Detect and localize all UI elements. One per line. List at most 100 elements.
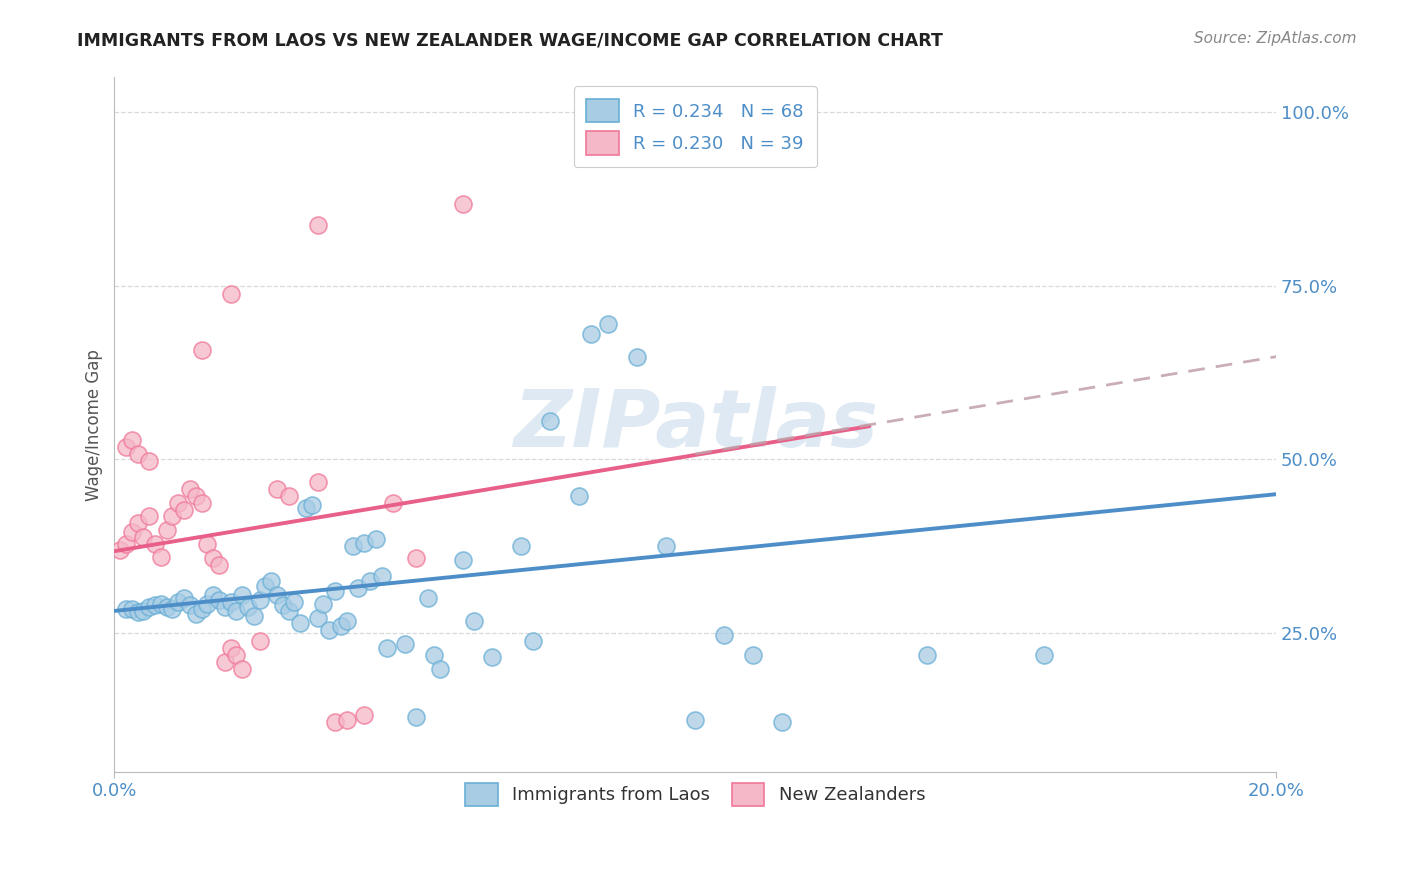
Point (162, 602, 184, 616)
Point (626, 350, 648, 364)
Point (423, 648, 446, 663)
Point (132, 530, 155, 544)
Point (283, 595, 305, 609)
Point (266, 588, 288, 602)
Point (184, 489, 207, 503)
Point (301, 498, 323, 512)
Point (179, 599, 201, 613)
Point (307, 218, 329, 232)
Point (307, 611, 329, 625)
Text: IMMIGRANTS FROM LAOS VS NEW ZEALANDER WAGE/INCOME GAP CORRELATION CHART: IMMIGRANTS FROM LAOS VS NEW ZEALANDER WA… (77, 31, 943, 49)
Point (342, 539, 364, 553)
Y-axis label: Wage/Income Gap: Wage/Income Gap (86, 349, 103, 500)
Point (451, 553, 474, 567)
Point (214, 599, 236, 614)
Point (132, 604, 155, 618)
Point (295, 501, 318, 516)
Point (416, 591, 439, 606)
Point (917, 648, 939, 663)
Point (236, 599, 259, 614)
Point (208, 592, 231, 607)
Point (463, 614, 485, 628)
Point (359, 574, 381, 588)
Point (149, 549, 172, 564)
Point (127, 605, 149, 619)
Point (329, 619, 352, 633)
Text: Source: ZipAtlas.com: Source: ZipAtlas.com (1194, 31, 1357, 46)
Point (318, 623, 340, 637)
Point (382, 495, 405, 509)
Point (260, 574, 283, 588)
Point (219, 595, 242, 609)
Point (277, 489, 299, 503)
Point (579, 327, 602, 342)
Point (225, 648, 247, 663)
Text: ZIPatlas: ZIPatlas (513, 385, 877, 464)
Point (538, 414, 561, 428)
Point (249, 634, 271, 648)
Point (353, 708, 375, 723)
Point (266, 482, 288, 496)
Point (138, 509, 160, 524)
Point (742, 648, 765, 663)
Point (364, 533, 387, 547)
Point (121, 525, 143, 540)
Point (522, 634, 544, 648)
Point (770, 714, 793, 729)
Point (202, 588, 225, 602)
Point (249, 592, 271, 607)
Point (254, 579, 277, 593)
Point (127, 516, 149, 531)
Point (405, 551, 427, 566)
Point (312, 597, 335, 611)
Point (162, 509, 184, 524)
Legend: Immigrants from Laos, New Zealanders: Immigrants from Laos, New Zealanders (456, 774, 935, 815)
Point (208, 558, 231, 572)
Point (231, 588, 253, 602)
Point (156, 524, 179, 538)
Point (481, 650, 503, 665)
Point (219, 641, 242, 656)
Point (347, 581, 370, 595)
Point (143, 537, 166, 551)
Point (429, 662, 451, 676)
Point (336, 614, 359, 628)
Point (121, 433, 143, 447)
Point (568, 489, 591, 503)
Point (370, 569, 392, 583)
Point (290, 615, 312, 630)
Point (184, 607, 207, 621)
Point (405, 709, 427, 723)
Point (190, 343, 212, 357)
Point (323, 584, 346, 599)
Point (451, 197, 474, 211)
Point (225, 604, 247, 618)
Point (202, 551, 225, 566)
Point (156, 599, 179, 614)
Point (179, 482, 201, 496)
Point (214, 656, 236, 670)
Point (231, 662, 253, 676)
Point (115, 602, 138, 616)
Point (510, 539, 533, 553)
Point (394, 636, 416, 650)
Point (138, 454, 160, 468)
Point (1032, 648, 1054, 663)
Point (121, 602, 143, 616)
Point (110, 542, 132, 557)
Point (336, 713, 359, 727)
Point (149, 597, 172, 611)
Point (271, 599, 294, 613)
Point (353, 536, 375, 550)
Point (323, 714, 346, 729)
Point (307, 475, 329, 489)
Point (115, 537, 138, 551)
Point (167, 595, 190, 609)
Point (277, 604, 299, 618)
Point (713, 627, 735, 641)
Point (377, 641, 399, 656)
Point (173, 502, 195, 516)
Point (195, 597, 218, 611)
Point (243, 608, 266, 623)
Point (195, 537, 218, 551)
